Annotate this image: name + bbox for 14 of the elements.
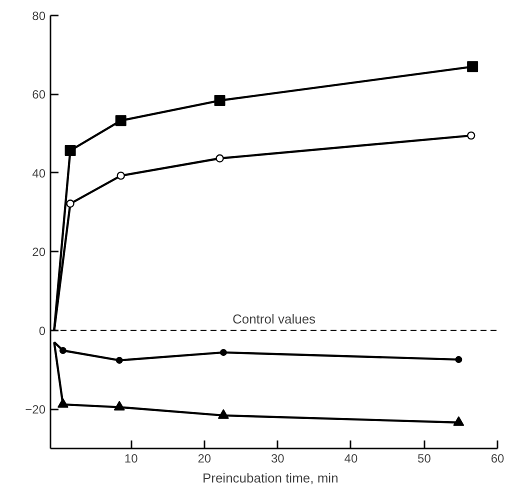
x-tick-label: 30 xyxy=(270,452,285,466)
y-tick-label: −20 xyxy=(25,402,46,417)
x-tick-label: 20 xyxy=(198,452,212,466)
y-tick-label: 20 xyxy=(32,245,46,260)
y-tick-label: 80 xyxy=(32,9,46,23)
x-tick-label: 50 xyxy=(418,452,432,466)
y-tick-label: 0 xyxy=(38,324,46,338)
y-tick-label: 40 xyxy=(32,166,46,180)
x-tick-label: 60 xyxy=(490,452,504,466)
x-tick-label: 10 xyxy=(124,452,138,466)
x-tick-label: 40 xyxy=(344,452,358,466)
x-axis-title: Preincubation time, min xyxy=(202,470,338,486)
y-tick-label: 60 xyxy=(32,88,46,102)
ref-line-label: Control values xyxy=(232,311,316,326)
